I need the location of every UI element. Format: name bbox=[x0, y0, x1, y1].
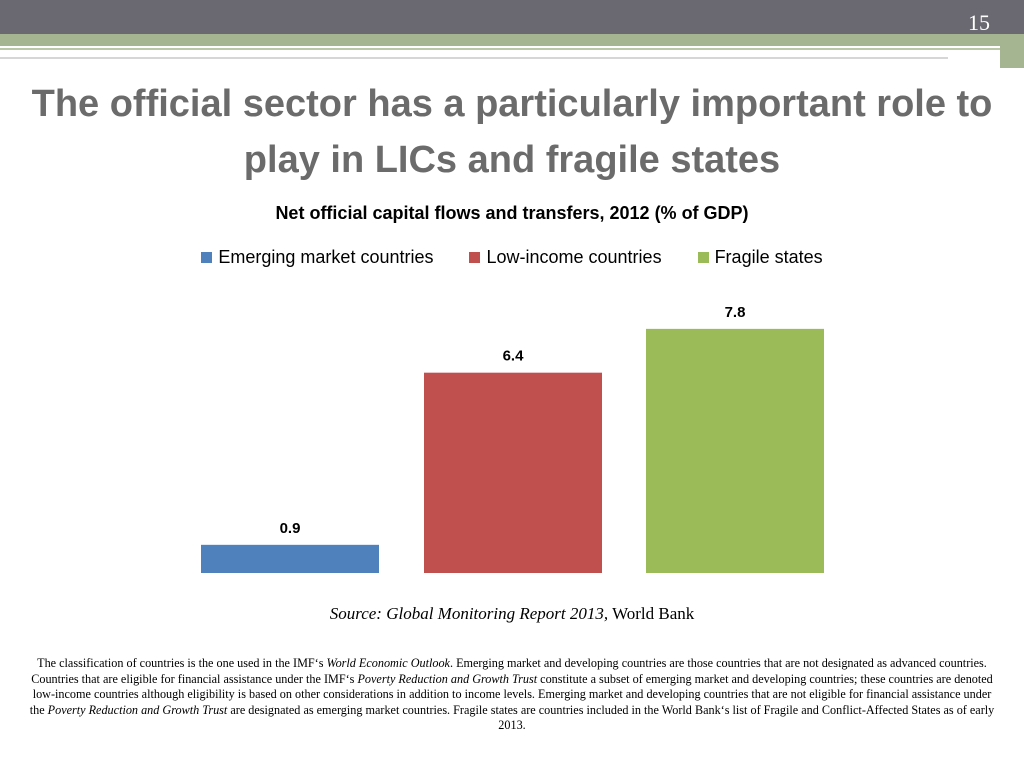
footnote-em-3: Poverty Reduction and Growth Trust bbox=[47, 702, 228, 717]
slide-number: 15 bbox=[968, 10, 990, 35]
legend-label-fragile: Fragile states bbox=[714, 247, 823, 267]
header-divider bbox=[0, 57, 948, 59]
corner-accent bbox=[1000, 46, 1024, 68]
data-label-emerging: 0.9 bbox=[280, 520, 301, 537]
legend-label-emerging: Emerging market countries bbox=[218, 247, 434, 267]
footnote-text-4: are designated as emerging market countr… bbox=[227, 702, 995, 733]
data-label-low-income: 6.4 bbox=[503, 348, 525, 365]
chart-title: Net official capital flows and transfers… bbox=[275, 203, 749, 223]
footnote-text-2: . Emerging market and developing countri… bbox=[31, 656, 987, 686]
slide-title: The official sector has a particularly i… bbox=[31, 83, 993, 181]
chart-legend: Emerging market countries Low-income cou… bbox=[0, 247, 1024, 268]
classification-footnote: The classification of countries is the o… bbox=[28, 656, 996, 734]
header-accent-stripe bbox=[0, 34, 1024, 46]
header-band bbox=[0, 0, 1024, 34]
bar-low-income bbox=[424, 372, 602, 573]
bar-fragile bbox=[646, 328, 824, 573]
legend-swatch-low-income bbox=[469, 252, 481, 263]
footnote-text-1: The classification of countries is the o… bbox=[37, 656, 327, 670]
legend-label-low-income: Low-income countries bbox=[486, 247, 662, 267]
legend-item-fragile: Fragile states bbox=[697, 247, 823, 268]
legend-swatch-fragile bbox=[697, 252, 709, 263]
bar-emerging bbox=[201, 544, 379, 573]
source-italic: Source: Global Monitoring Report 2013, bbox=[329, 604, 609, 623]
legend-item-emerging: Emerging market countries bbox=[201, 247, 433, 268]
data-label-fragile: 7.8 bbox=[725, 304, 746, 321]
legend-item-low-income: Low-income countries bbox=[469, 247, 662, 268]
legend-swatch-emerging bbox=[201, 252, 213, 263]
header-accent-line bbox=[0, 48, 1024, 50]
footnote-text-3: constitute a subset of emerging market a… bbox=[29, 671, 993, 717]
source-plain: World Bank bbox=[608, 604, 695, 623]
footnote-em-1: World Economic Outlook bbox=[326, 656, 450, 670]
footnote-em-2: Poverty Reduction and Growth Trust bbox=[357, 671, 538, 686]
source-citation: Source: Global Monitoring Report 2013, W… bbox=[0, 604, 1024, 624]
